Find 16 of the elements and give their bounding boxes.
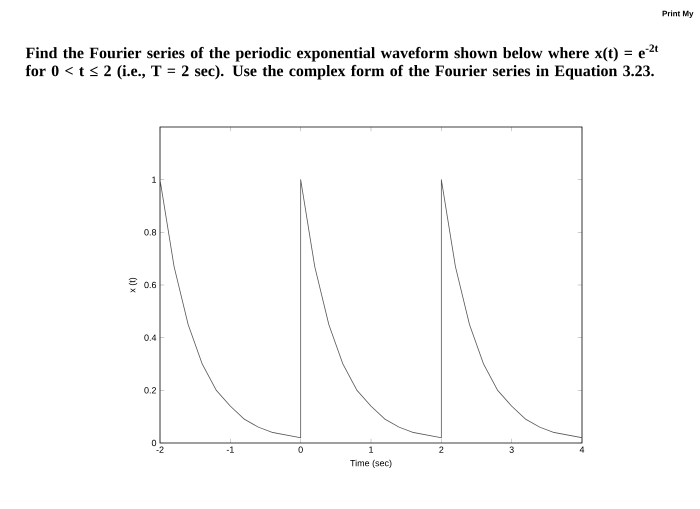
y-tick-label: 0.8 (144, 229, 156, 236)
x-axis-title: Time (sec) (350, 460, 392, 468)
y-tick-label: 0.4 (144, 334, 156, 341)
y-tick-label: 0 (152, 440, 156, 446)
chart-title: Find the Fourier series of the periodic exponential waveform shown below where x(t) = e$^{-2t}$ for 0 < t ≤ 2 (i.e., T = 2 sec). Use the complex form of the Fourier series in Equation 3.23. (26, 44, 658, 80)
x-tick-label: -2 (156, 446, 164, 453)
y-tick-label: 0.6 (144, 282, 156, 288)
y-tick-label: 1 (152, 176, 156, 183)
x-tick-label: 0 (298, 446, 303, 453)
x-tick-label: 3 (510, 446, 514, 453)
y-tick-label: 0.2 (144, 387, 156, 394)
x-tick-label: -1 (226, 446, 234, 453)
y-axis-title: x (t) (128, 278, 138, 293)
x-tick-label: 4 (580, 446, 584, 453)
x-tick-label: 1 (369, 446, 374, 453)
x-tick-label: 2 (439, 446, 444, 453)
